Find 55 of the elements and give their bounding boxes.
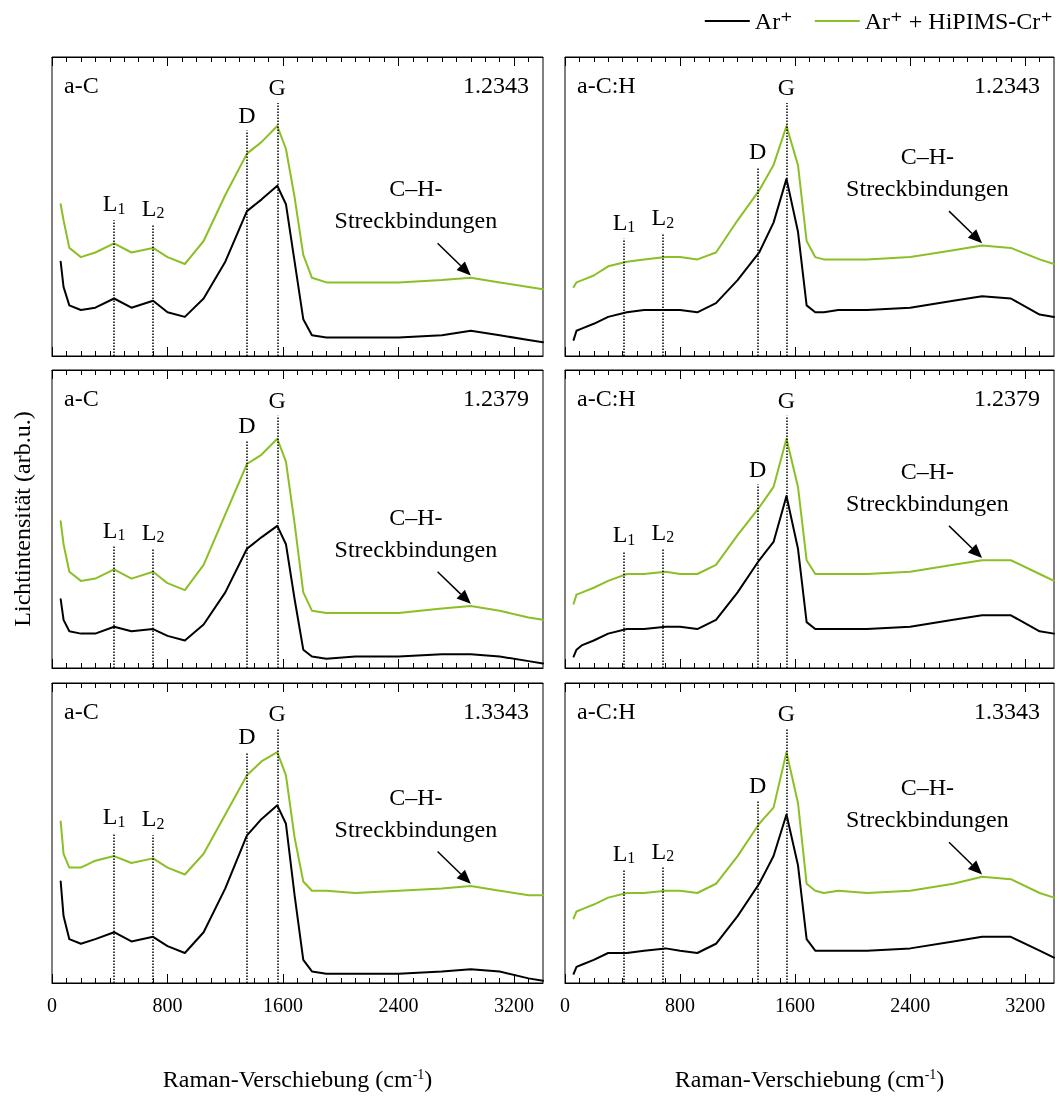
annotation: C–H- Streckbindungen xyxy=(334,783,498,842)
ref-line-label: L1 xyxy=(102,516,126,544)
ref-line-label: G xyxy=(268,74,286,100)
ref-line-label: L2 xyxy=(651,837,675,865)
ref-line-label: D xyxy=(238,723,256,750)
text: a-C:H xyxy=(577,698,636,724)
ref-line-label: L1 xyxy=(612,839,636,867)
text: a-C xyxy=(64,385,99,411)
ref-line-label: G xyxy=(777,74,796,100)
ref-line-label: D xyxy=(749,455,767,482)
ref-line-label: D xyxy=(238,101,256,128)
annotation: C–H- Streckbindungen xyxy=(846,458,1009,516)
ref-line-label: D xyxy=(749,771,767,798)
text: 1.2343 xyxy=(974,72,1040,98)
x-tick-label: 3200 xyxy=(494,994,535,1016)
annotation: C–H- Streckbindungen xyxy=(846,143,1009,202)
x-tick-label: 800 xyxy=(665,994,696,1016)
x-tick-label: 1600 xyxy=(775,994,816,1016)
ref-line-label: G xyxy=(268,386,286,413)
ref-line-label: L1 xyxy=(102,190,126,217)
ref-line-label: L2 xyxy=(141,194,165,222)
text: 1.2343 xyxy=(463,72,529,98)
x-tick-label: 3200 xyxy=(1005,994,1046,1016)
ref-line-label: L2 xyxy=(141,518,165,546)
x-tick-label: 2400 xyxy=(890,994,931,1016)
ref-line-label: L1 xyxy=(102,803,126,830)
ref-line-label: D xyxy=(749,138,767,165)
x-tick-label: 2400 xyxy=(378,994,419,1016)
text: 1.3343 xyxy=(463,698,529,724)
ref-line-label: G xyxy=(777,386,796,413)
text: a-C xyxy=(64,72,99,98)
ref-line-label: L1 xyxy=(612,521,636,548)
text: 1.2379 xyxy=(974,385,1040,411)
legend-label: Ar⁺ + HiPIMS-Cr⁺ xyxy=(864,8,1053,34)
ref-line-label: D xyxy=(238,412,256,439)
x-tick-label: 0 xyxy=(47,994,57,1016)
text: a-C:H xyxy=(577,385,636,411)
ref-line-label: L2 xyxy=(651,204,675,231)
x-tick-label: 800 xyxy=(152,994,183,1016)
annotation: C–H- Streckbindungen xyxy=(334,175,498,234)
x-tick-label: 1600 xyxy=(263,994,304,1016)
ref-line-label: L2 xyxy=(141,805,165,832)
ref-line-label: L1 xyxy=(612,208,636,236)
text: 1.2379 xyxy=(463,385,529,411)
y-axis-title: Lichtintensität (arb.u.) xyxy=(9,411,35,627)
text: 1.3343 xyxy=(974,698,1040,724)
ref-line-label: G xyxy=(268,700,286,727)
annotation: C–H- Streckbindungen xyxy=(846,774,1009,833)
text: a-C:H xyxy=(577,72,636,98)
annotation: C–H- Streckbindungen xyxy=(334,503,498,562)
ref-line-label: G xyxy=(777,700,796,727)
ref-line-label: L2 xyxy=(651,518,675,546)
text: a-C xyxy=(64,698,99,724)
legend-label: Ar⁺ xyxy=(754,8,793,34)
x-tick-label: 0 xyxy=(560,994,570,1016)
